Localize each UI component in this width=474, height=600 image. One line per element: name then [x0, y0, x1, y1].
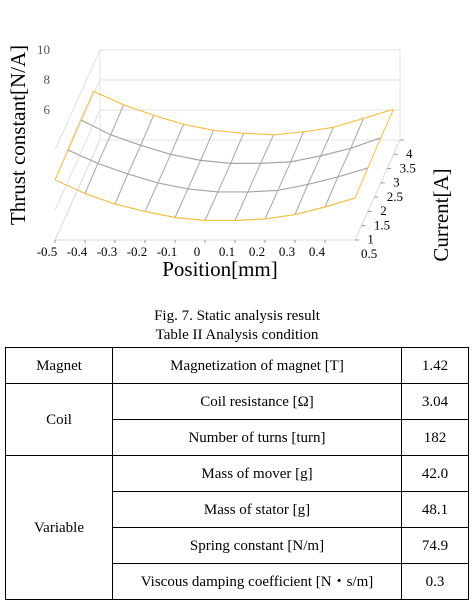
value-cell: 74.9 [401, 527, 469, 564]
value-cell: 0.3 [401, 563, 469, 600]
surface-mesh [324, 118, 365, 208]
group-cell: Coil [5, 383, 113, 456]
table-row: Coil Coil resistance [Ω] 3.04 [5, 383, 469, 456]
table: Magnet Magnetization of magnet [T] 1.42 Coi… [5, 347, 469, 600]
item-cell: Mass of mover [g] [112, 455, 402, 492]
surface-mesh [174, 130, 215, 218]
surface-line [67, 149, 369, 193]
surface-mesh [354, 109, 395, 199]
y-tick-label: 0.5 [361, 246, 377, 261]
item-cell: Number of turns [turn] [112, 419, 402, 456]
surface-mesh [294, 127, 335, 215]
x-tick-label: 0.3 [279, 244, 295, 259]
surface-mesh [264, 131, 305, 220]
surface-line [80, 119, 381, 164]
surface-mesh [114, 115, 155, 205]
y-tick-label: 4 [406, 146, 413, 161]
x-tick-label: 0 [194, 244, 201, 259]
surface-mesh [54, 91, 95, 181]
item-cell: Coil resistance [Ω] [112, 383, 402, 420]
table-row: Mass of stator [g] 48.1 [6, 491, 469, 528]
y-axis-label: Current[A] [429, 168, 453, 261]
item-cell: Spring constant [N/m] [112, 527, 402, 564]
z-tick-label: 10 [37, 42, 50, 57]
surface-mesh [204, 133, 245, 221]
grid-line [54, 109, 400, 211]
back-wall [99, 49, 401, 141]
x-tick-label: -0.3 [97, 244, 118, 259]
item-cell: Magnetization of magnet [T] [112, 347, 402, 384]
y-tick-label: 2.5 [387, 189, 403, 204]
y-tick-label: 1.5 [374, 217, 390, 232]
z-axis-label: Thrust constant[N/A] [6, 45, 30, 225]
x-tick-label: -0.4 [67, 244, 88, 259]
y-tick-label: 3.5 [400, 160, 416, 175]
y-tick-label: 3 [393, 175, 400, 190]
surface-line [54, 179, 356, 222]
x-tick-label: -0.1 [157, 244, 178, 259]
table-row: Number of turns [turn] 182 [6, 419, 469, 456]
figure-caption: Fig. 7. Static analysis result [154, 308, 320, 324]
item-cell: Viscous damping coefficient [N・s/m] [112, 563, 402, 600]
table-row: Variable Mass of mover [g] 42.0 [5, 455, 469, 600]
value-cell: 48.1 [401, 491, 469, 528]
table-row: Spring constant [N/m] 74.9 [6, 527, 469, 564]
group-cell: Magnet [5, 347, 113, 384]
grid-line [54, 79, 400, 181]
x-tick-label: 0.1 [219, 244, 235, 259]
surface-mesh [144, 124, 185, 212]
group-cell: Variable [5, 455, 113, 600]
y-tick-label: 1 [367, 232, 374, 247]
x-tick-label: -0.5 [37, 244, 58, 259]
grid-line [54, 49, 400, 151]
z-tick-label: 8 [44, 72, 51, 87]
figure: 6 8 10 -0.5 -0.4 -0.3 -0.2 -0.1 0 0.1 0.2 0.3 0.4 0.5… [6, 42, 453, 281]
x-tick-label: -0.2 [127, 244, 148, 259]
x-tick-label: 0.4 [309, 244, 326, 259]
table-row: Magnet Magnetization of magnet [T] 1.42 [5, 347, 469, 384]
surface-mesh [84, 104, 125, 194]
surface-mesh [234, 134, 275, 221]
value-cell: 3.04 [401, 383, 469, 420]
x-axis-label: Position[mm] [162, 257, 278, 281]
z-tick-label: 6 [44, 102, 51, 117]
y-tick-label: 2 [380, 203, 387, 218]
value-cell: 1.42 [401, 347, 469, 384]
table-caption: Table II Analysis condition [155, 327, 319, 343]
value-cell: 42.0 [401, 455, 469, 492]
page: 6 8 10 -0.5 -0.4 -0.3 -0.2 -0.1 0 0.1 0.2 0.3 0.4 0.5… [5, 42, 469, 600]
item-cell: Mass of stator [g] [112, 491, 402, 528]
surface-line [93, 90, 394, 136]
x-tick-label: 0.2 [249, 244, 265, 259]
value-cell: 182 [401, 419, 469, 456]
